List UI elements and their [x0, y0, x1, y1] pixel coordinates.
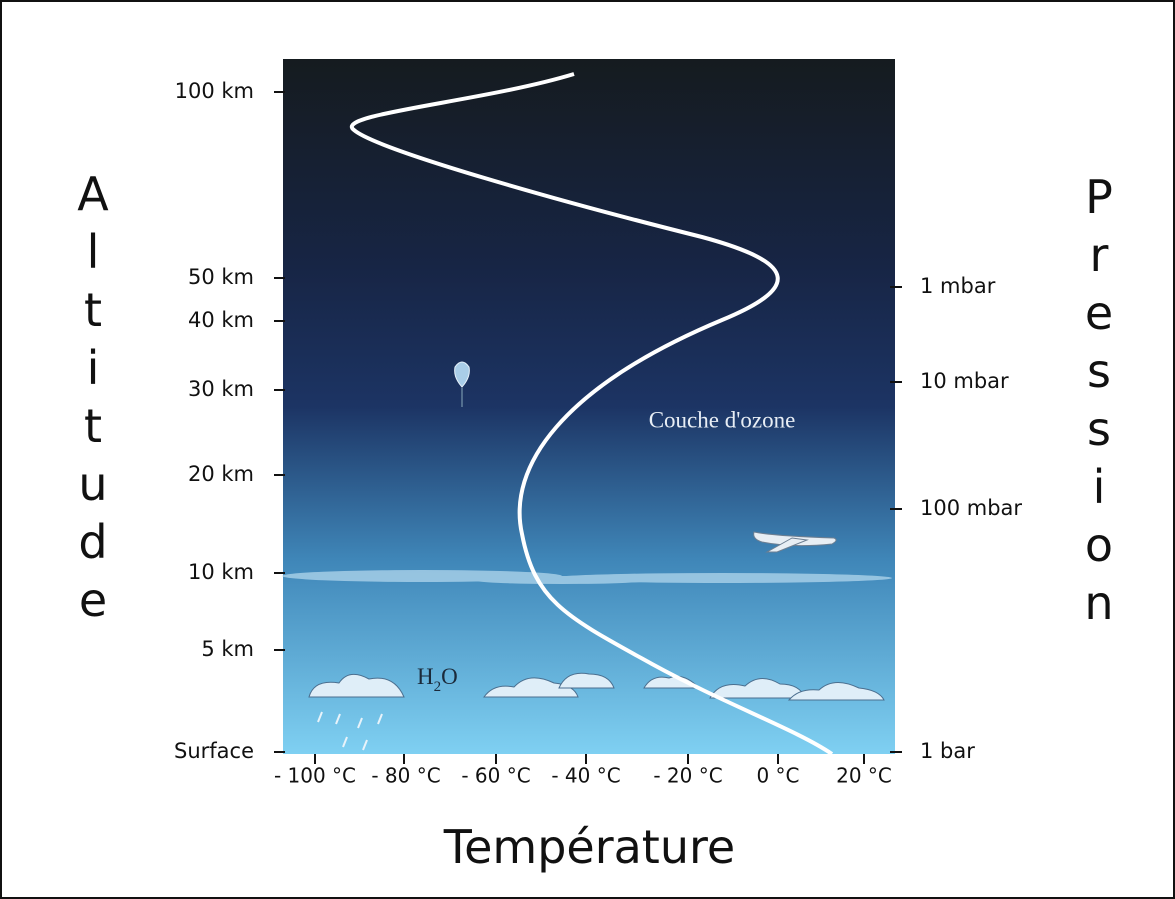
temperature-label: - 40 °C [551, 764, 620, 788]
temperature-label: - 20 °C [653, 764, 722, 788]
ozone-label: Couche d'ozone [649, 407, 796, 432]
clouds [308, 672, 885, 701]
temperature-label: - 80 °C [371, 764, 440, 788]
rain [317, 711, 383, 751]
atmosphere [283, 59, 895, 754]
water-o: O [441, 664, 458, 689]
altitude-label: 10 km [188, 560, 254, 584]
cirrus [282, 570, 892, 584]
temperature-label: 0 °C [756, 764, 799, 788]
water-label: H2O [417, 664, 458, 695]
temperature-label: - 60 °C [461, 764, 530, 788]
temperature-title: Température [443, 820, 736, 874]
temperature-label: - 100 °C [274, 764, 356, 788]
altitude-title: Altitude [66, 167, 120, 631]
altitude-label: 50 km [188, 265, 254, 289]
pressure-label: 100 mbar [920, 496, 1022, 520]
pressure-label: 10 mbar [920, 369, 1009, 393]
airplane [753, 531, 837, 553]
ticks [274, 91, 902, 764]
water-sub: 2 [434, 679, 442, 695]
altitude-label: 20 km [188, 462, 254, 486]
pressure-label: 1 mbar [920, 274, 996, 298]
balloon [454, 361, 470, 407]
altitude-label: 30 km [188, 377, 254, 401]
temperature-profile [349, 72, 834, 756]
altitude-label: Surface [174, 739, 254, 763]
altitude-label: 40 km [188, 308, 254, 332]
water-h: H [417, 664, 434, 689]
temperature-label: 20 °C [836, 764, 892, 788]
altitude-label: 5 km [201, 637, 254, 661]
pressure-title: Pression [1072, 170, 1126, 634]
pressure-label: 1 bar [920, 739, 975, 763]
altitude-label: 100 km [175, 79, 254, 103]
